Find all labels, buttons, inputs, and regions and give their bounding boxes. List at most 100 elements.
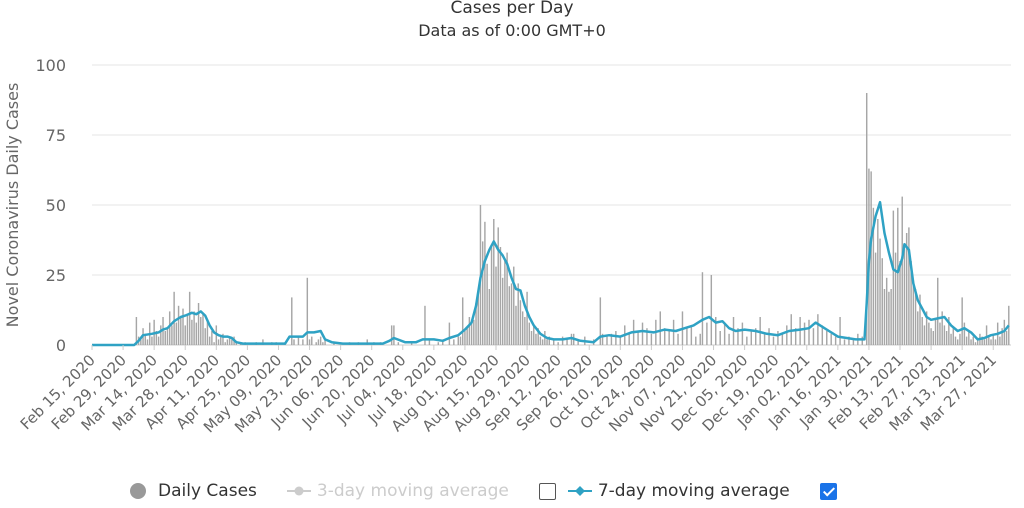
daily-cases-bar [144, 333, 146, 345]
daily-cases-bar [553, 339, 555, 345]
daily-cases-bar [140, 339, 142, 345]
daily-cases-bar [943, 325, 946, 345]
daily-cases-bar [972, 336, 974, 345]
legend-item-daily-cases[interactable]: Daily Cases [130, 481, 257, 501]
daily-cases-bar [812, 328, 815, 345]
daily-cases-bar [262, 339, 264, 345]
daily-cases-bar [728, 333, 730, 345]
daily-cases-bar [848, 336, 850, 345]
daily-cases-bar [508, 286, 511, 345]
daily-cases-bar [495, 266, 497, 345]
daily-cases-bar [166, 328, 169, 345]
daily-cases-bar [1001, 328, 1003, 345]
daily-cases-bar [968, 331, 970, 345]
daily-cases-bar [637, 331, 639, 345]
daily-cases-bar [171, 325, 173, 345]
daily-cases-bar [317, 339, 320, 345]
daily-cases-bar [794, 328, 797, 345]
daily-cases-bar [750, 331, 752, 345]
daily-cases-bar [957, 339, 959, 345]
daily-cases-bar [193, 311, 195, 345]
daily-cases-bar [466, 328, 468, 345]
daily-cases-bar [994, 339, 997, 345]
daily-cases-bar [677, 333, 679, 345]
daily-cases-bar [521, 311, 524, 345]
daily-cases-bar [211, 331, 213, 345]
daily-cases-bar [224, 342, 226, 345]
daily-cases-bar [228, 336, 231, 345]
daily-cases-bar [490, 247, 493, 345]
daily-cases-bar [235, 342, 238, 345]
daily-cases-bar [808, 319, 810, 345]
daily-cases-bar [535, 333, 537, 345]
daily-cases-bar [566, 339, 568, 345]
daily-cases-bar [197, 303, 200, 345]
daily-cases-bar [519, 300, 522, 345]
daily-cases-bar [883, 289, 886, 345]
daily-cases-bar [453, 339, 455, 345]
daily-cases-bar [952, 328, 954, 345]
daily-cases-bar [517, 283, 519, 345]
daily-cases-bar [879, 238, 881, 345]
checkbox-3day-average[interactable] [538, 482, 556, 500]
daily-cases-bar [663, 328, 666, 345]
daily-cases-bar [484, 221, 486, 345]
daily-cases-bar [302, 339, 304, 345]
daily-cases-bar [786, 325, 788, 345]
daily-cases-bar [699, 333, 701, 345]
daily-cases-bar [530, 331, 533, 345]
daily-cases-bar [963, 322, 966, 345]
daily-cases-bar [872, 207, 875, 345]
daily-cases-bar [990, 339, 992, 345]
daily-cases-bar [715, 317, 717, 345]
daily-cases-bar [710, 275, 713, 345]
daily-cases-bar [184, 325, 186, 345]
daily-cases-bar [315, 342, 317, 345]
daily-cases-bar [510, 283, 513, 345]
daily-cases-bar [182, 308, 184, 345]
daily-cases-bar [459, 336, 462, 345]
daily-cases-bar [464, 331, 466, 345]
daily-cases-bar [923, 325, 926, 345]
daily-cases-bar [561, 336, 564, 345]
daily-cases-bar [999, 336, 1001, 345]
daily-cases-bar [599, 297, 602, 345]
daily-cases-bar [1003, 319, 1006, 345]
daily-cases-bar [477, 289, 479, 345]
daily-cases-bar [701, 272, 704, 345]
daily-cases-bar [939, 322, 941, 345]
daily-cases-bar [606, 336, 608, 345]
daily-cases-bar [610, 333, 613, 345]
legend-item-3day-average[interactable]: 3-day moving average [286, 481, 509, 501]
daily-cases-bar [741, 322, 744, 345]
daily-cases-bar [146, 339, 149, 345]
daily-cases-bar [917, 311, 919, 345]
daily-cases-bar [930, 328, 932, 345]
daily-cases-bar [799, 317, 801, 345]
daily-cases-bar [155, 331, 158, 345]
chart-subtitle: Data as of 0:00 GMT+0 [418, 21, 606, 40]
daily-cases-bar [213, 342, 215, 345]
checkbox-7day-average[interactable] [819, 482, 837, 500]
daily-cases-bar [186, 314, 189, 345]
daily-cases-bar [970, 339, 972, 345]
legend-item-7day-average[interactable]: 7-day moving average [567, 481, 790, 501]
line-marker-icon [286, 486, 311, 496]
daily-cases-bar [188, 291, 191, 345]
daily-cases-bar [899, 261, 901, 345]
daily-cases-bar [897, 207, 899, 345]
daily-cases-bar [526, 291, 528, 345]
daily-cases-bar [817, 314, 819, 345]
daily-cases-bar [217, 339, 220, 345]
daily-cases-bar [890, 289, 892, 345]
daily-cases-bar [834, 336, 837, 345]
daily-cases-bar [695, 336, 697, 345]
daily-cases-bar [772, 336, 775, 345]
daily-cases-bar [781, 333, 784, 345]
daily-cases-bar [932, 331, 935, 345]
daily-cases-bar [481, 241, 484, 345]
daily-cases-bar [974, 342, 977, 345]
daily-cases-bar [628, 333, 630, 345]
daily-cases-bar [881, 258, 883, 345]
daily-cases-bar [908, 227, 910, 345]
